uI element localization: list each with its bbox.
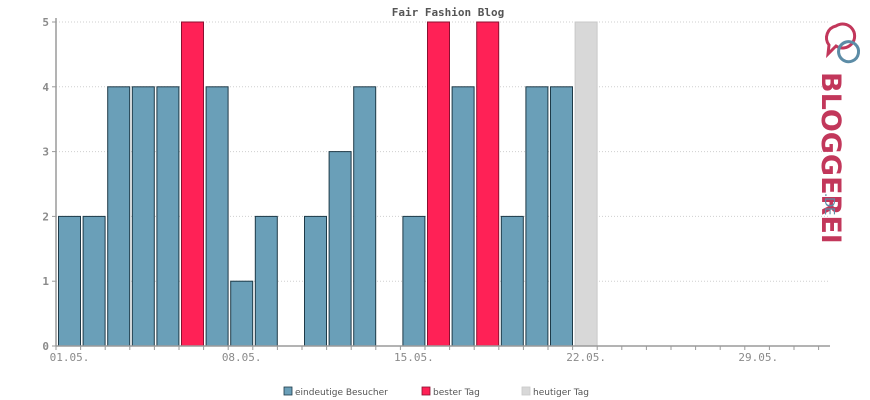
bar-22-05 xyxy=(574,21,598,347)
x-tick-label: 29.05. xyxy=(738,351,778,364)
legend-item-normal: eindeutige Besucher xyxy=(283,386,388,398)
legend-swatch xyxy=(283,386,293,396)
legend: eindeutige Besucher bester Tag heutiger Ta… xyxy=(283,386,589,398)
y-tick-label: 1 xyxy=(42,275,49,288)
legend-label: heutiger Tag xyxy=(533,388,589,398)
chart-title: Fair Fashion Blog xyxy=(392,6,505,19)
x-tick-label: 08.05. xyxy=(222,351,262,364)
logo-wordmark: BLOGGEREI xyxy=(815,72,846,244)
bar-16-05 xyxy=(427,21,450,347)
bar-08-05 xyxy=(230,280,254,347)
bar-12-05 xyxy=(328,151,352,347)
bar-18-05 xyxy=(476,21,500,347)
bloggerei-logo: BLOGGEREI .DE xyxy=(815,22,861,244)
bar-04-05 xyxy=(131,86,155,347)
y-tick-label: 5 xyxy=(42,16,49,29)
x-tick-label: 01.05. xyxy=(50,351,90,364)
y-tick-label: 3 xyxy=(42,146,49,159)
bar-13-05 xyxy=(353,86,377,347)
bar-15-05 xyxy=(402,215,426,347)
x-tick-label: 15.05. xyxy=(394,351,434,364)
legend-item-today: heutiger Tag xyxy=(521,386,589,398)
legend-label: bester Tag xyxy=(433,388,480,398)
bar-21-05 xyxy=(550,86,573,347)
y-tick-label: 0 xyxy=(42,340,49,353)
bar-20-05 xyxy=(525,86,549,347)
bar-09-05 xyxy=(254,215,278,347)
logo-domain-suffix: .DE xyxy=(821,193,836,215)
bar-02-05 xyxy=(82,215,106,347)
y-tick-label: 4 xyxy=(42,81,49,94)
y-tick-label: 2 xyxy=(42,210,49,223)
legend-swatch xyxy=(521,386,531,396)
speech-bubbles-icon xyxy=(825,22,861,64)
bar-05-05 xyxy=(156,86,180,347)
legend-label: eindeutige Besucher xyxy=(295,388,388,398)
legend-item-best: bester Tag xyxy=(421,386,480,398)
bars xyxy=(58,21,598,347)
bar-17-05 xyxy=(451,86,475,347)
axes: 0 1 2 3 4 5 01.05. 08.05. 15.05. 22.05. 29.05. xyxy=(42,16,830,364)
legend-swatch xyxy=(421,386,431,396)
bar-03-05 xyxy=(107,86,131,347)
bar-06-05 xyxy=(181,21,204,347)
x-tick-label: 22.05. xyxy=(566,351,606,364)
bar-07-05 xyxy=(205,86,229,347)
bar-19-05 xyxy=(500,215,524,347)
bar-01-05 xyxy=(58,215,81,347)
bar-11-05 xyxy=(304,215,327,347)
